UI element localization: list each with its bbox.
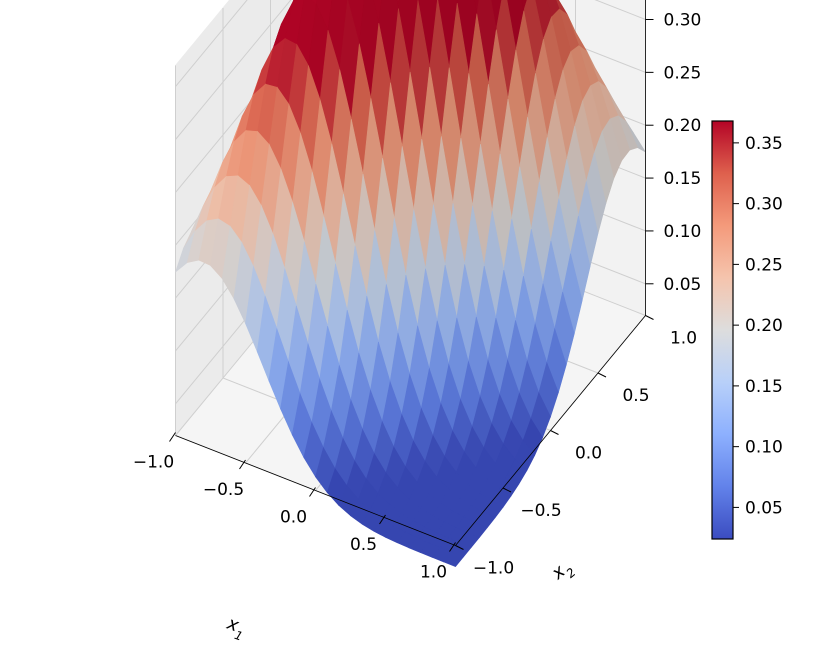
surface-face	[443, 552, 464, 567]
surface-plot	[174, 0, 646, 567]
z-tick-label: 0.05	[664, 275, 702, 295]
y-tick-label: −1.0	[473, 559, 514, 579]
y-axis-label: x2	[547, 556, 578, 588]
y-tick-mark	[550, 430, 559, 435]
z-tick-label: 0.25	[664, 63, 702, 83]
colorbar-fill	[711, 120, 734, 540]
y-axis-ticks: −1.0 −0.5 0.0 0.5 1.0	[455, 315, 697, 579]
x-tick-mark	[309, 487, 316, 497]
z-tick-label: 0.20	[664, 116, 702, 136]
z-axis-ticks: 0.050.100.150.200.250.300.35	[645, 11, 702, 295]
colorbar-ticks: 0.05 0.10 0.15 0.20 0.25 0.30 0.35	[733, 134, 783, 518]
y-tick-mark	[502, 487, 512, 493]
y-tick-label: 0.0	[575, 444, 602, 464]
z-gridline	[175, 0, 248, 87]
y-tick-mark	[455, 545, 464, 550]
y-tick-label: 1.0	[670, 329, 697, 349]
z-tick-label: 0.10	[664, 222, 702, 242]
surface-face	[521, 0, 528, 11]
y-tick-mark	[597, 372, 607, 378]
z-tick-label: 0.30	[664, 11, 702, 31]
y-tick-mark	[645, 315, 654, 320]
x-tick-label: −1.0	[133, 453, 174, 473]
x-tick-label: −0.5	[203, 480, 244, 500]
x-tick-label: 0.0	[280, 508, 307, 528]
colorbar	[711, 120, 734, 540]
x-tick-mark	[449, 542, 456, 552]
z-tick-label: 0.15	[664, 169, 702, 189]
colorbar-tick-label: 0.05	[745, 498, 783, 518]
colorbar-tick-label: 0.20	[745, 316, 783, 336]
y-tick-label: −0.5	[520, 501, 561, 521]
x-tick-mark	[169, 432, 176, 442]
x-tick-label: 0.5	[350, 535, 377, 555]
colorbar-tick-label: 0.15	[745, 377, 783, 397]
colorbar-tick-label: 0.30	[745, 195, 783, 215]
z-gridline	[175, 0, 646, 140]
x-tick-mark	[239, 459, 246, 470]
x-axis-label: x1	[222, 613, 249, 644]
surface-face	[474, 0, 480, 14]
x-tick-mark	[379, 514, 386, 525]
x-tick-label: 1.0	[420, 563, 447, 583]
colorbar-tick-label: 0.10	[745, 438, 783, 458]
y-tick-label: 0.5	[622, 386, 649, 406]
colorbar-tick-label: 0.35	[745, 134, 783, 154]
colorbar-tick-label: 0.25	[745, 255, 783, 275]
x-axis-line	[175, 435, 456, 546]
x-axis-ticks: −1.0 −0.5 0.0 0.5 1.0	[133, 432, 456, 583]
